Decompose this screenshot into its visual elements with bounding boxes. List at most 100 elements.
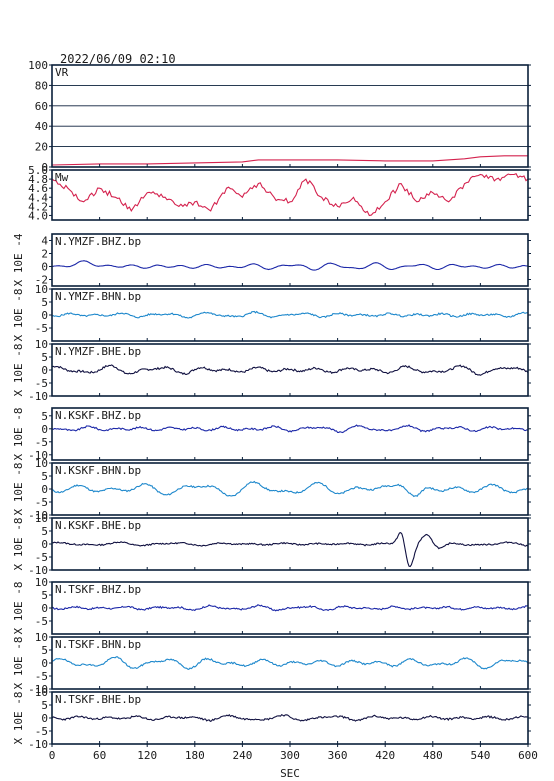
y-tick-label: -5 [35, 322, 48, 335]
y-tick-label: 5 [41, 351, 48, 364]
trace-n-ymzf-bhn-bp [51, 310, 529, 319]
trace-n-ymzf-bhe-bp [51, 364, 529, 376]
y-tick-label: 0 [41, 712, 48, 725]
trace-mw [51, 173, 529, 217]
y-tick-label: -10 [28, 449, 48, 462]
panel-5: -10-505 N.KSKF.BHZ.bp X 10E -8 [12, 407, 531, 462]
y-tick-label: 4.0 [28, 209, 48, 222]
y-tick-label: 40 [35, 120, 48, 133]
y-axis-label: X 10E -8 [12, 344, 25, 397]
y-tick-label: 10 [35, 512, 48, 525]
y-tick-label: 4.8 [28, 173, 48, 186]
y-tick-label: 0 [41, 483, 48, 496]
y-tick-label: -5 [35, 436, 48, 449]
y-tick-label: 10 [35, 686, 48, 699]
y-axis-label: X 10E -8 [12, 408, 25, 461]
panel-label: N.YMZF.BHE.bp [55, 345, 141, 358]
x-tick-label: 300 [280, 749, 300, 762]
trace-n-kskf-bhn-bp [51, 480, 529, 498]
panel-label: N.KSKF.BHE.bp [55, 519, 141, 532]
y-tick-label: 10 [35, 576, 48, 589]
y-tick-label: -10 [28, 738, 48, 751]
y-tick-label: 5.0 [28, 164, 48, 177]
x-tick-label: 240 [232, 749, 252, 762]
panel-label: N.KSKF.BHN.bp [55, 464, 141, 477]
x-tick-label: 120 [137, 749, 157, 762]
y-tick-label: 5 [41, 589, 48, 602]
y-axis-label: X 10E -8 [12, 582, 25, 635]
x-tick-label: 420 [375, 749, 395, 762]
panel-label: N.TSKF.BHE.bp [55, 693, 141, 706]
x-tick-label: 0 [49, 749, 56, 762]
panel-label: N.YMZF.BHZ.bp [55, 235, 141, 248]
y-tick-label: 0 [41, 161, 48, 174]
trace-n-tskf-bhz-bp [51, 604, 529, 612]
y-tick-label: 100 [28, 59, 48, 72]
trace-n-kskf-bhz-bp [51, 424, 529, 434]
y-tick-label: 0 [41, 261, 48, 274]
panel-0: 0 20 40 60 80 100 VR [28, 59, 531, 174]
panel-frame [51, 64, 529, 168]
y-tick-label: 5 [41, 699, 48, 712]
y-tick-label: -5 [35, 377, 48, 390]
y-tick-label: 80 [35, 79, 48, 92]
y-axis-label: X 10E -8 [12, 463, 25, 516]
trace-n-tskf-bhn-bp [51, 656, 529, 671]
y-tick-label: -10 [28, 390, 48, 403]
y-tick-label: 4.4 [28, 191, 48, 204]
y-tick-label: 0 [41, 364, 48, 377]
trace-n-kskf-bhe-bp [52, 531, 529, 568]
y-axis-label: X 10E -8 [12, 692, 25, 745]
y-axis-label: X 10E -4 [12, 233, 25, 286]
x-tick-label: 600 [518, 749, 538, 762]
panel-label: N.TSKF.BHN.bp [55, 638, 141, 651]
y-tick-label: -5 [35, 615, 48, 628]
y-tick-label: -2 [35, 274, 48, 287]
panel-frame [51, 169, 529, 221]
y-axis-label: X 10E -8 [12, 289, 25, 342]
y-tick-label: 4.6 [28, 182, 48, 195]
panel-label: Mw [55, 171, 69, 184]
x-tick-label: 540 [470, 749, 490, 762]
x-tick-label: 360 [328, 749, 348, 762]
x-tick-label: 180 [185, 749, 205, 762]
y-tick-label: 5 [41, 470, 48, 483]
y-tick-label: -5 [35, 670, 48, 683]
y-tick-label: 0 [41, 602, 48, 615]
y-tick-label: 5 [41, 644, 48, 657]
y-tick-label: 0 [41, 423, 48, 436]
chart-timestamp: 2022/06/09 02:10 [60, 52, 176, 66]
trace-n-ymzf-bhz-bp [51, 260, 529, 271]
y-tick-label: -5 [35, 551, 48, 564]
y-tick-label: 60 [35, 100, 48, 113]
y-tick-label: 4.2 [28, 200, 48, 213]
y-tick-label: -5 [35, 496, 48, 509]
panel-label: N.TSKF.BHZ.bp [55, 583, 141, 596]
trace-n-tskf-bhe-bp [51, 714, 529, 722]
x-tick-label: 480 [423, 749, 443, 762]
trace-vr [51, 155, 528, 166]
panel-label: VR [55, 66, 69, 79]
y-tick-label: -10 [28, 509, 48, 522]
y-tick-label: 5 [41, 296, 48, 309]
panel-label: N.YMZF.BHN.bp [55, 290, 141, 303]
y-axis-label: X 10E -8 [12, 637, 25, 690]
x-axis-label: SEC [280, 767, 300, 780]
y-tick-label: 10 [35, 457, 48, 470]
y-tick-label: 0 [41, 538, 48, 551]
y-axis-label: X 10E -8 [12, 518, 25, 571]
y-tick-label: 5 [41, 410, 48, 423]
panel-label: N.KSKF.BHZ.bp [55, 409, 141, 422]
y-tick-label: 4 [41, 235, 48, 248]
y-tick-label: 0 [41, 657, 48, 670]
y-tick-label: 5 [41, 525, 48, 538]
